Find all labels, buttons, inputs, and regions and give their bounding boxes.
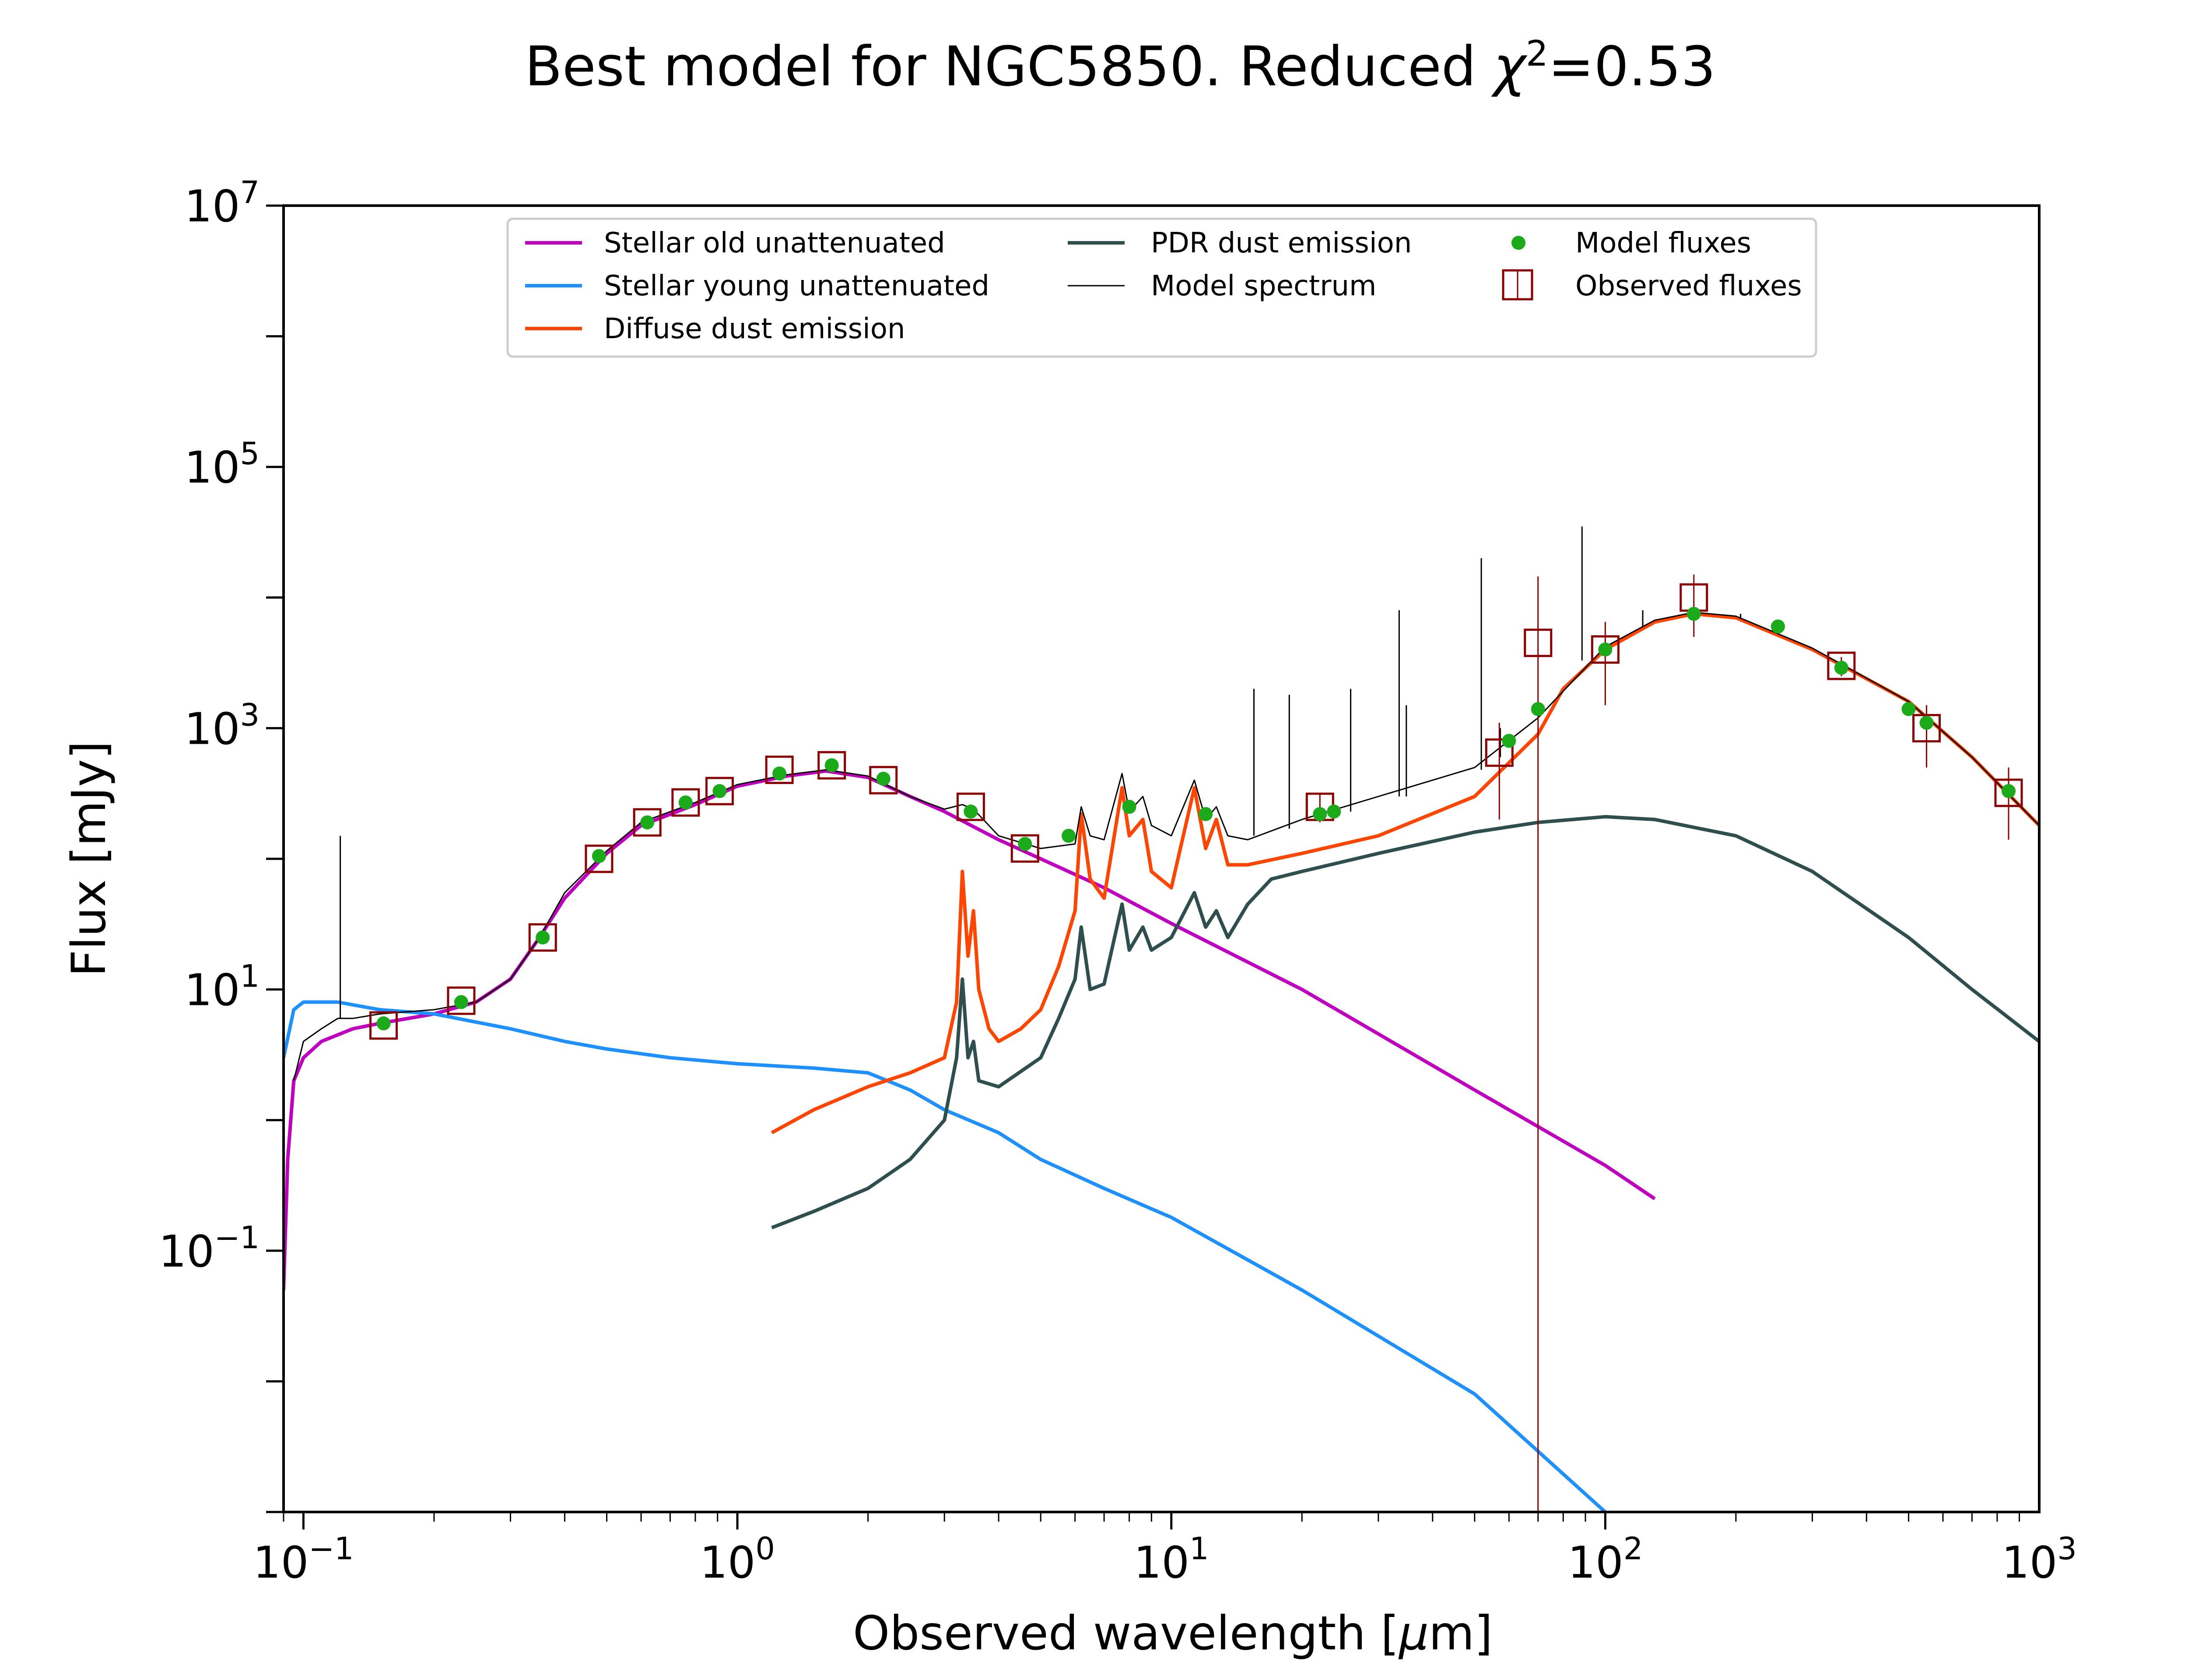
legend-label-stellar-old: Stellar old unattenuated: [604, 227, 945, 259]
model-flux-point-13: [1122, 800, 1136, 814]
model-flux-point-9: [876, 772, 891, 786]
x-tick-label: 102: [1567, 1531, 1643, 1588]
model-flux-point-8: [824, 758, 839, 773]
model-flux-point-2: [536, 930, 550, 945]
observed-flux-marker-19: [1994, 778, 2023, 807]
model-flux-point-22: [1834, 661, 1848, 675]
model-flux-point-19: [1598, 642, 1613, 657]
y-tick-label: 101: [184, 959, 259, 1016]
model-flux-point-17: [1502, 734, 1516, 748]
legend-label-model-spectrum: Model spectrum: [1151, 270, 1376, 302]
model-flux-point-25: [2002, 784, 2016, 798]
series-line-model-spectrum: [293, 612, 2039, 1081]
model-flux-point-15: [1313, 807, 1327, 821]
model-flux-point-11: [1018, 836, 1032, 851]
legend-label-diffuse-dust: Diffuse dust emission: [604, 313, 905, 345]
model-flux-point-6: [712, 784, 727, 798]
model-flux-point-20: [1687, 607, 1701, 621]
observed-flux-marker-6: [705, 777, 734, 805]
series-line-diffuse-dust-emission: [771, 612, 2039, 1134]
observed-flux-marker-7: [765, 756, 794, 784]
legend: Stellar old unattenuated Stellar young u…: [506, 217, 1817, 358]
observed-flux-marker-0: [369, 1011, 398, 1040]
model-flux-point-14: [1199, 807, 1213, 821]
legend-label-pdr-dust: PDR dust emission: [1151, 227, 1412, 259]
series-line-stellar-old-unattenuated: [284, 769, 1656, 1290]
y-axis-label: Flux [mJy]: [62, 741, 116, 976]
y-tick-label: 105: [184, 436, 259, 493]
plot-data-layer: [284, 526, 2039, 1512]
model-flux-point-5: [678, 795, 693, 810]
model-flux-point-23: [1901, 702, 1916, 716]
x-tick-label: 10−1: [253, 1531, 354, 1588]
series-line-pdr-dust-emission: [771, 815, 2039, 1229]
observed-flux-marker-2: [528, 923, 557, 952]
series-line-stellar-young-unattenuated: [284, 1000, 1606, 1512]
model-flux-point-24: [1919, 716, 1934, 730]
model-flux-point-12: [1062, 829, 1076, 843]
x-axis-label: Observed wavelength [μm]: [853, 1606, 1493, 1661]
model-flux-point-18: [1531, 702, 1545, 716]
model-flux-point-16: [1327, 804, 1341, 819]
observed-flux-marker-5: [671, 788, 700, 817]
observed-flux-marker-18: [1912, 714, 1941, 742]
model-flux-point-1: [454, 995, 468, 1009]
x-tick-label: 103: [2002, 1531, 2077, 1588]
y-tick-label: 10−1: [159, 1220, 259, 1277]
observed-flux-marker-8: [817, 751, 846, 780]
observed-flux-marker-15: [1591, 635, 1620, 664]
legend-label-model-fluxes: Model fluxes: [1575, 227, 1751, 259]
tick-layer: 10−1 100 101 102 103 10−1 101 103 105 107: [159, 175, 2077, 1588]
model-flux-point-3: [592, 849, 606, 863]
observed-flux-marker-17: [1827, 651, 1856, 680]
chart-title: Best model for NGC5850. Reduced χ2=0.53: [525, 33, 1716, 98]
model-flux-point-10: [964, 804, 978, 819]
legend-label-observed-fluxes: Observed fluxes: [1575, 270, 1802, 302]
x-tick-label: 100: [700, 1531, 775, 1588]
model-flux-point-21: [1771, 620, 1785, 634]
observed-flux-marker-11: [1010, 834, 1039, 863]
observed-flux-marker-10: [956, 792, 985, 821]
observed-flux-marker-1: [447, 986, 476, 1015]
model-flux-point-0: [376, 1016, 391, 1031]
y-tick-label: 107: [184, 175, 259, 232]
y-tick-label: 103: [184, 697, 259, 754]
legend-label-stellar-young: Stellar young unattenuated: [604, 270, 989, 302]
observed-flux-marker-3: [585, 844, 614, 873]
observed-flux-marker-9: [869, 766, 898, 794]
observed-flux-marker-13: [1485, 738, 1514, 767]
model-flux-point-7: [772, 766, 787, 780]
legend-swatch-model-fluxes: [1511, 236, 1525, 250]
legend-box: [506, 217, 1817, 358]
observed-flux-marker-4: [633, 808, 662, 837]
model-flux-point-4: [640, 815, 655, 830]
x-tick-label: 101: [1134, 1531, 1209, 1588]
observed-flux-marker-14: [1524, 628, 1553, 657]
